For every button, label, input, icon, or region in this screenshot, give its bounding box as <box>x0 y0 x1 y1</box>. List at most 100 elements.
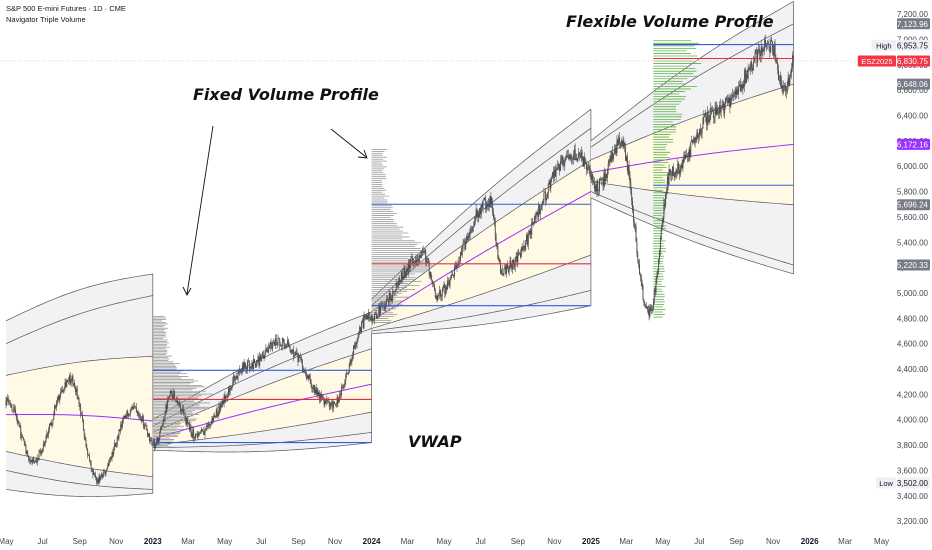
candle-body <box>638 260 640 264</box>
candle-body <box>728 97 730 104</box>
candle-body <box>151 440 153 446</box>
candle-body <box>31 459 33 463</box>
candle-body <box>110 457 112 459</box>
candle-body <box>399 278 401 281</box>
candle-body <box>593 183 595 189</box>
candle-body <box>576 158 578 161</box>
candle-body <box>86 445 88 450</box>
candle-body <box>167 399 169 409</box>
candle-body <box>566 155 567 158</box>
candle-body <box>505 265 507 274</box>
candle-body <box>65 382 67 387</box>
candle-body <box>198 433 200 434</box>
y-tick-label: 4,000.00 <box>897 416 929 425</box>
candle-body <box>376 314 378 318</box>
candle-body <box>193 429 195 439</box>
candle-body <box>6 398 8 406</box>
candle-body <box>694 137 696 143</box>
candle-body <box>286 344 288 349</box>
candle-body <box>519 253 521 254</box>
candle-body <box>506 264 508 269</box>
candle-body <box>713 117 715 118</box>
candle-body <box>533 216 535 222</box>
candle-body <box>358 334 360 338</box>
candle-body <box>784 85 786 86</box>
candle-body <box>573 155 574 160</box>
candle-body <box>403 268 405 277</box>
candle-body <box>652 300 654 309</box>
candle-body <box>583 156 585 167</box>
candle-body <box>747 68 749 79</box>
candle-body <box>601 179 603 180</box>
candle-body <box>270 342 272 345</box>
candle-body <box>93 473 95 475</box>
candle-body <box>764 39 766 51</box>
candle-body <box>197 433 199 438</box>
candle-body <box>169 392 171 396</box>
candle-body <box>536 212 538 216</box>
candle-body <box>529 230 531 234</box>
candle-body <box>17 421 19 424</box>
candle-body <box>226 395 228 398</box>
candle-body <box>78 398 80 404</box>
candle-body <box>350 360 352 363</box>
candle-body <box>112 452 114 455</box>
candle-body <box>39 450 41 453</box>
candle-body <box>692 139 694 143</box>
candle-body <box>559 164 561 172</box>
candle-body <box>464 242 466 250</box>
y-tick-label: 7,200.00 <box>897 10 929 19</box>
candle-body <box>568 157 570 160</box>
candle-body <box>164 414 166 420</box>
candle-body <box>90 463 92 469</box>
candle-body <box>278 338 280 339</box>
candle-body <box>581 152 583 159</box>
candle-body <box>425 250 427 262</box>
candle-body <box>545 192 547 201</box>
candle-body <box>778 80 780 81</box>
candle-body <box>203 432 205 436</box>
candle-body <box>98 476 100 483</box>
candle-body <box>559 160 561 172</box>
candle-body <box>128 414 129 417</box>
candle-body <box>313 385 315 389</box>
candle-body <box>14 407 16 410</box>
candle-body <box>572 159 574 161</box>
vwap-band-line <box>371 305 592 334</box>
candle-body <box>414 260 416 262</box>
y-tick-label: 5,000.00 <box>897 289 929 298</box>
candle-body <box>592 180 594 184</box>
candle-body <box>294 351 296 356</box>
candle-body <box>765 43 767 47</box>
x-tick-label: 2023 <box>144 537 162 546</box>
candle-body <box>146 425 148 431</box>
y-tick-label: 3,600.00 <box>897 466 929 475</box>
candle-body <box>786 86 788 93</box>
candle-body <box>136 410 138 413</box>
candle-body <box>463 242 465 243</box>
candle-body <box>684 155 686 160</box>
vwap-band-line <box>152 442 372 453</box>
candle-body <box>102 472 104 477</box>
candle-body <box>783 85 785 92</box>
candle-body <box>711 108 713 110</box>
candle-body <box>488 203 490 207</box>
indicator-title[interactable]: Navigator Triple Volume <box>6 15 86 24</box>
candle-body <box>606 169 608 178</box>
candle-body <box>40 450 42 454</box>
candle-body <box>266 347 268 350</box>
candle-body <box>242 364 244 370</box>
candlestick-layer <box>5 34 794 486</box>
time-axis[interactable]: May Jul Sep Nov 2023 Mar May Jul Sep Nov 2024 Mar Ma… <box>0 537 889 546</box>
candle-body <box>395 283 397 292</box>
symbol-title[interactable]: S&P 500 E-mini Futures · 1D · CME <box>6 4 126 13</box>
candle-body <box>446 287 448 290</box>
candle-body <box>440 290 441 297</box>
candle-body <box>594 185 596 189</box>
candle-body <box>207 424 209 427</box>
price-axis[interactable]: 3,200.00 3,400.00 3,600.00 3,800.00 4,000.00… <box>857 10 930 526</box>
candle-body <box>631 193 633 201</box>
candle-body <box>96 479 98 482</box>
candle-body <box>785 85 786 92</box>
